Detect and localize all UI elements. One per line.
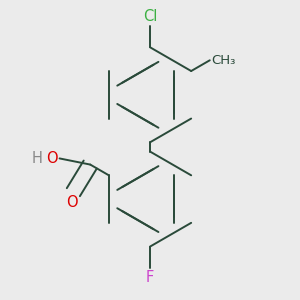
Text: O: O <box>66 195 78 210</box>
Text: O: O <box>46 151 58 166</box>
Text: H: H <box>32 151 43 166</box>
Text: CH₃: CH₃ <box>211 54 236 67</box>
Text: F: F <box>146 270 154 285</box>
Text: Cl: Cl <box>143 9 157 24</box>
